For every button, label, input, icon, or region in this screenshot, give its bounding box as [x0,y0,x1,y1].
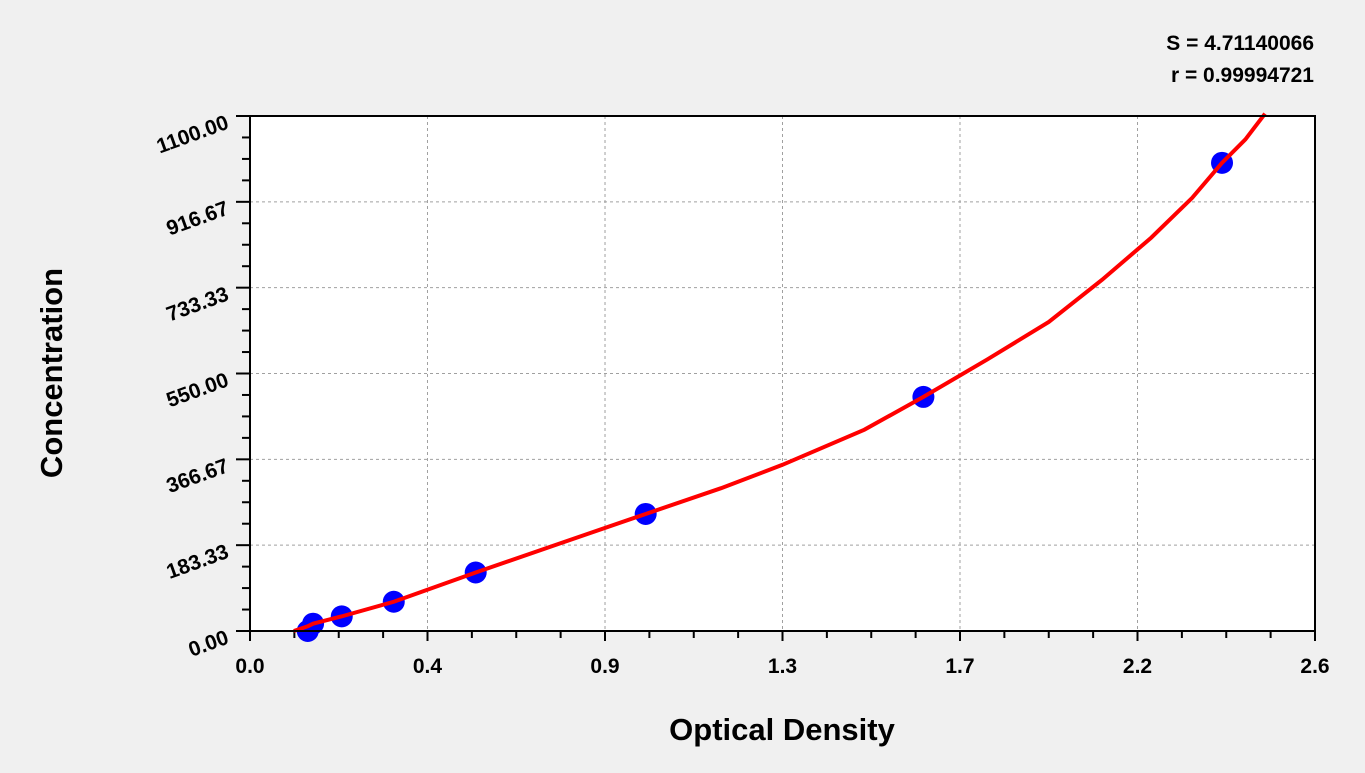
x-tick-label: 1.7 [945,655,974,678]
grid-lines [250,116,1315,631]
y-tick-label: 916.67 [163,197,231,241]
y-tick-labels: 0.00 183.33 366.67 550.00 733.33 916.67 1100.0… [154,111,232,662]
annotation-s: S = 4.71140066 [1166,32,1314,55]
fit-curve [293,112,1267,633]
x-tick-label: 2.2 [1123,655,1152,678]
plot-frame [249,115,1316,632]
x-tick-label: 0.4 [413,655,443,678]
y-tick-label: 0.00 [185,626,231,662]
x-tick-label: 1.3 [768,655,797,678]
x-tick-label: 2.6 [1300,655,1329,678]
y-tick-label: 733.33 [163,283,231,327]
annotation-r: r = 0.99994721 [1171,64,1314,87]
x-tick-label: 0.9 [590,655,619,678]
y-axis-label: Concentration [34,268,69,478]
y-tick-label: 550.00 [163,369,231,413]
plot-area [250,116,1315,631]
axis-ticks [236,115,1316,641]
y-tick-label: 366.67 [163,454,231,498]
y-tick-label: 1100.00 [154,111,232,158]
x-axis-label: Optical Density [669,712,895,747]
y-tick-label: 183.33 [163,540,231,584]
x-tick-label: 0.0 [235,655,264,678]
x-tick-labels: 0.0 0.4 0.9 1.3 1.7 2.2 2.6 [235,655,1329,678]
